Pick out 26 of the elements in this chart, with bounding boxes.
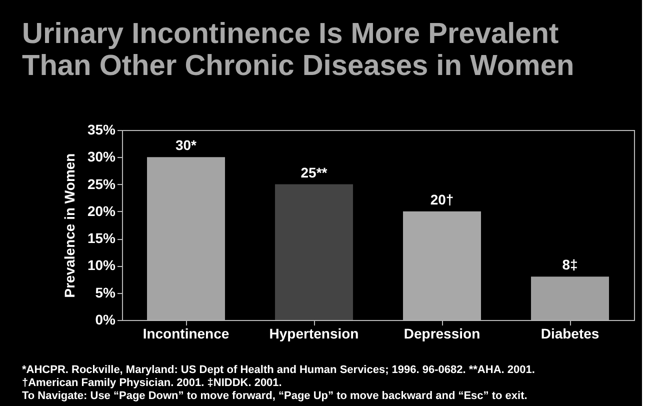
x-tick-label: Depression: [404, 326, 480, 342]
data-label: 8‡: [562, 256, 578, 273]
y-tick-label: 25%: [87, 176, 116, 192]
data-label: 25**: [300, 164, 328, 180]
bar: [275, 184, 353, 320]
data-label: 20†: [430, 191, 454, 208]
text: †American Family Physician. 2001. ‡NIDDK. 2001.: [22, 377, 282, 389]
y-tick-label: 5%: [95, 284, 116, 300]
x-tick-label: Hypertension: [269, 326, 359, 342]
text: To Navigate: Use “Page Down” to move forward, “Page Up” to move backward and “Esc” to exit.: [22, 390, 528, 402]
bar: [531, 276, 609, 320]
bar: [403, 211, 481, 320]
y-tick-label: 35%: [87, 122, 116, 138]
y-tick-label: 0%: [95, 312, 116, 328]
x-tick-label: Incontinence: [142, 326, 230, 342]
data-label: 30*: [175, 137, 198, 154]
text: Than Other Chronic Diseases in Women: [22, 50, 574, 82]
y-tick-label: 30%: [87, 148, 116, 165]
y-tick-label: 15%: [87, 230, 116, 246]
text: *AHCPR. Rockville, Maryland: US Dept of Health and Human Services; 1996. 96-0682. **AHA. 2001.: [22, 364, 535, 376]
bar: [147, 157, 225, 320]
x-tick-label: Diabetes: [540, 326, 600, 342]
y-tick-label: 20%: [87, 202, 116, 219]
text: Urinary Incontinence Is More Prevalent: [22, 18, 559, 50]
y-axis-title: Prevalence in Women: [61, 153, 78, 298]
y-tick-label: 10%: [87, 257, 116, 274]
